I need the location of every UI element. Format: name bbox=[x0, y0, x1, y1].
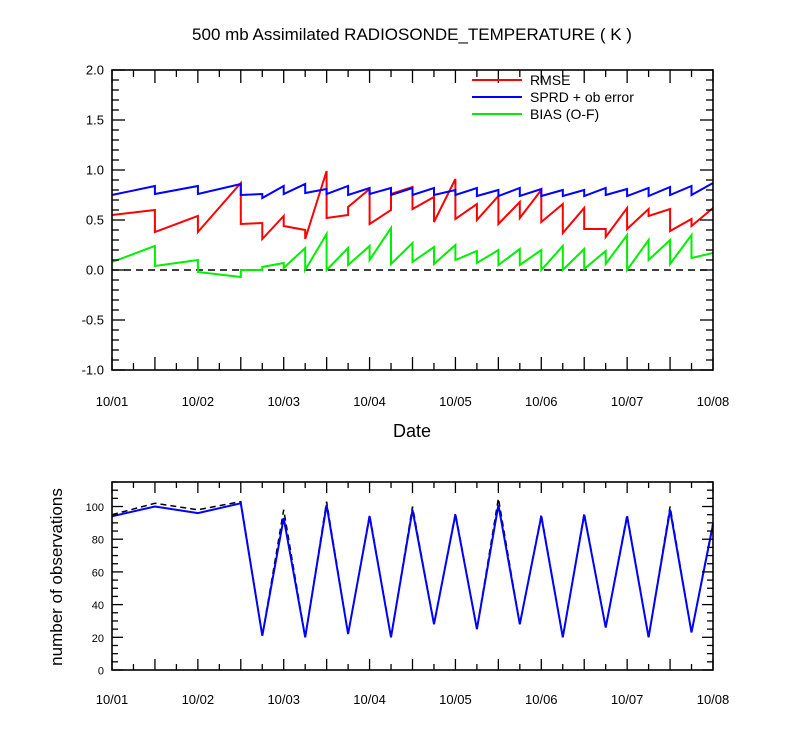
x-tick-label: 10/03 bbox=[267, 692, 300, 707]
y-tick-label: 0.5 bbox=[86, 213, 104, 228]
x-tick-label: 10/03 bbox=[267, 394, 300, 409]
plot-frame bbox=[111, 69, 714, 371]
x-tick-label: 10/04 bbox=[353, 692, 386, 707]
series-line-possible bbox=[111, 498, 714, 638]
y-tick-label: 80 bbox=[92, 535, 104, 547]
x-tick-label: 10/06 bbox=[525, 692, 558, 707]
x-tick-label: 10/08 bbox=[697, 692, 730, 707]
legend-label-bias: BIAS (O-F) bbox=[530, 106, 599, 122]
series-line-sprd-ob-error bbox=[111, 182, 714, 200]
series-line-rmse bbox=[111, 170, 714, 242]
y-axis-label-observations: number of observations bbox=[47, 488, 66, 666]
series-line-bias-o-f bbox=[111, 224, 714, 279]
x-tick-label: 10/02 bbox=[182, 692, 215, 707]
bottom-chart: 0 20 40 60 80 100 10/01 10/02 10/03 10/04 10/05 10/… bbox=[47, 481, 730, 707]
top-series-group bbox=[111, 170, 714, 279]
y-tick-label: -1.0 bbox=[82, 363, 104, 378]
y-tick-label: 0 bbox=[98, 666, 104, 678]
y-tick-label: 2.0 bbox=[86, 63, 104, 78]
chart-title: 500 mb Assimilated RADIOSONDE_TEMPERATUR… bbox=[192, 25, 632, 44]
x-tick-label: 10/06 bbox=[525, 394, 558, 409]
y-tick-label: 20 bbox=[92, 633, 104, 645]
x-tick-label: 10/07 bbox=[611, 394, 644, 409]
bottom-axes: 0 20 40 60 80 100 10/01 10/02 10/03 10/04 10/05 10/… bbox=[86, 481, 730, 707]
bottom-series-group bbox=[111, 498, 714, 638]
top-axes: -1.0 -0.5 0.0 0.5 1.0 1.5 2.0 10/01 10/02 10/03 10… bbox=[82, 63, 730, 410]
series-line-assimilated bbox=[111, 502, 714, 638]
y-tick-label: 40 bbox=[92, 600, 104, 612]
y-tick-label: 1.5 bbox=[86, 113, 104, 128]
x-tick-label: 10/07 bbox=[611, 692, 644, 707]
y-tick-label: -0.5 bbox=[82, 313, 104, 328]
y-tick-label: 1.0 bbox=[86, 163, 104, 178]
legend: RMSE SPRD + ob error BIAS (O-F) bbox=[472, 72, 634, 122]
y-tick-label: 60 bbox=[92, 567, 104, 579]
y-tick-label: 0.0 bbox=[86, 263, 104, 278]
x-tick-label: 10/01 bbox=[96, 394, 129, 409]
x-tick-label: 10/01 bbox=[96, 692, 129, 707]
top-chart: 500 mb Assimilated RADIOSONDE_TEMPERATUR… bbox=[82, 25, 730, 441]
x-tick-label: 10/04 bbox=[353, 394, 386, 409]
y-tick-label: 100 bbox=[86, 502, 104, 514]
x-tick-label: 10/08 bbox=[697, 394, 730, 409]
x-tick-label: 10/05 bbox=[439, 692, 472, 707]
legend-label-sprd: SPRD + ob error bbox=[530, 89, 634, 105]
legend-label-rmse: RMSE bbox=[530, 72, 570, 88]
x-axis-label: Date bbox=[393, 421, 431, 441]
x-tick-label: 10/02 bbox=[182, 394, 215, 409]
x-tick-label: 10/05 bbox=[439, 394, 472, 409]
